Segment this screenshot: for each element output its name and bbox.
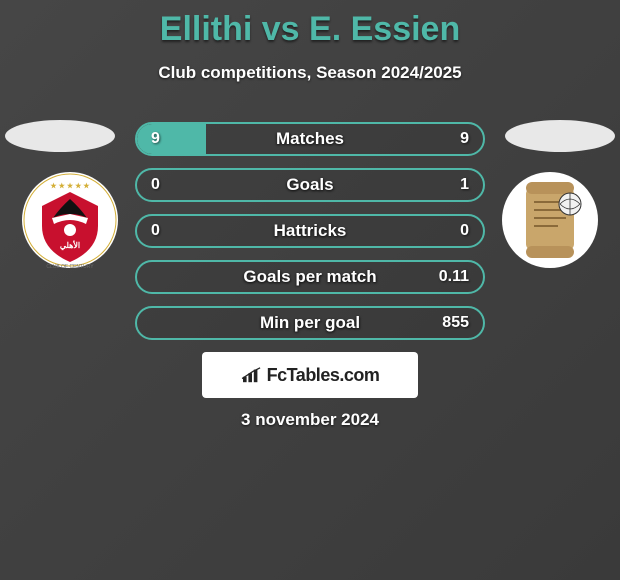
stat-row: Goals per match0.11: [135, 260, 485, 294]
club-crest-left: ★ ★ ★ ★ ★ الأهلي CLUB OF CENTURY: [20, 170, 120, 270]
svg-text:الأهلي: الأهلي: [60, 239, 80, 251]
stat-row: 0Goals1: [135, 168, 485, 202]
svg-text:CLUB OF CENTURY: CLUB OF CENTURY: [46, 264, 94, 270]
source-logo-text: FcTables.com: [267, 365, 380, 386]
stat-value-right: 0.11: [439, 262, 469, 292]
stat-label: Goals per match: [137, 262, 483, 292]
chart-icon: [241, 366, 263, 384]
stat-value-right: 855: [442, 308, 469, 338]
stat-label: Goals: [137, 170, 483, 200]
stat-label: Matches: [137, 124, 483, 154]
scroll-crest-icon: [500, 170, 600, 270]
snapshot-date: 3 november 2024: [0, 410, 620, 430]
stat-row: Min per goal855: [135, 306, 485, 340]
stat-row: 9Matches9: [135, 122, 485, 156]
stat-label: Hattricks: [137, 216, 483, 246]
al-ahly-crest-icon: ★ ★ ★ ★ ★ الأهلي CLUB OF CENTURY: [20, 170, 120, 270]
stats-container: 9Matches90Goals10Hattricks0Goals per mat…: [135, 122, 485, 352]
player-silhouette-left: [5, 120, 115, 152]
source-logo: FcTables.com: [202, 352, 418, 398]
stat-row: 0Hattricks0: [135, 214, 485, 248]
stat-label: Min per goal: [137, 308, 483, 338]
stat-value-right: 9: [460, 124, 469, 154]
svg-text:★ ★ ★ ★ ★: ★ ★ ★ ★ ★: [50, 182, 90, 190]
comparison-title: Ellithi vs E. Essien: [0, 0, 620, 49]
stat-value-right: 0: [460, 216, 469, 246]
comparison-subtitle: Club competitions, Season 2024/2025: [0, 63, 620, 83]
club-crest-right: [500, 170, 600, 270]
player-silhouette-right: [505, 120, 615, 152]
stat-value-right: 1: [460, 170, 469, 200]
